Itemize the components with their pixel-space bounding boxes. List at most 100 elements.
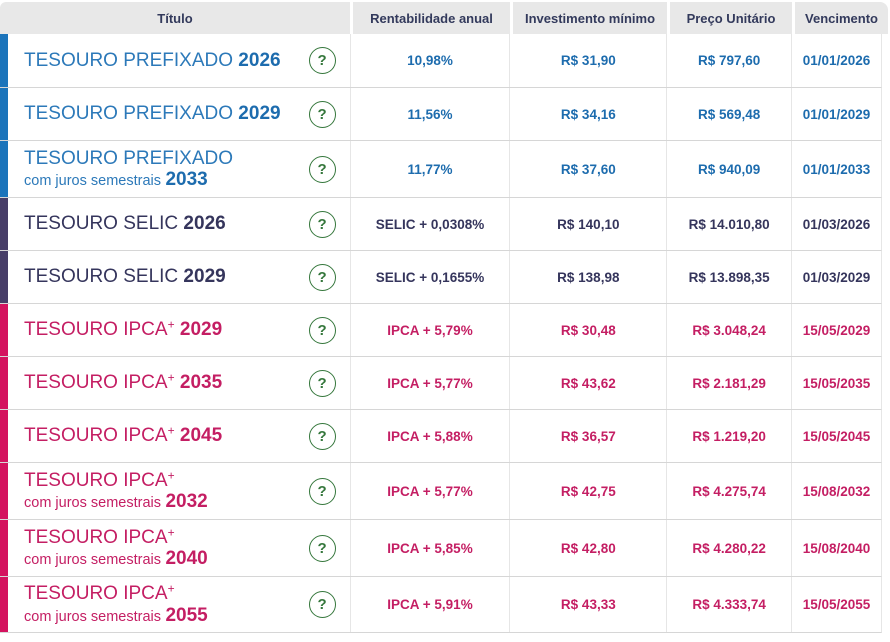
bond-maturity: 01/01/2026 bbox=[791, 34, 881, 87]
bond-year: 2029 bbox=[178, 266, 226, 288]
bond-rate: IPCA + 5,77% bbox=[349, 463, 510, 519]
bond-table-body: TESOURO PREFIXADO 2026 ? 10,98% R$ 31,90… bbox=[0, 34, 882, 633]
help-button[interactable]: ? bbox=[308, 591, 336, 618]
bond-subtitle: com juros semestrais bbox=[24, 173, 161, 189]
bond-color-bar bbox=[0, 88, 8, 140]
bond-row[interactable]: TESOURO IPCA+ 2045 ? IPCA + 5,88% R$ 36,… bbox=[0, 409, 882, 462]
bond-title: TESOURO IPCA+ com juros semestrais 2040 bbox=[24, 525, 208, 570]
bond-title: TESOURO IPCA+ 2035 bbox=[24, 372, 222, 393]
question-mark-icon: ? bbox=[317, 321, 327, 339]
bond-name: TESOURO IPCA bbox=[24, 425, 168, 447]
question-mark-icon: ? bbox=[317, 374, 327, 392]
help-button[interactable]: ? bbox=[308, 316, 336, 344]
bond-unit-price: R$ 4.280,22 bbox=[666, 520, 791, 576]
question-mark-icon: ? bbox=[317, 482, 327, 500]
column-header-investimento: Investimento mínimo bbox=[510, 2, 667, 34]
bond-subtitle: com juros semestrais bbox=[24, 495, 161, 511]
bond-year: 2055 bbox=[165, 604, 208, 626]
bond-year: 2026 bbox=[178, 213, 226, 235]
column-header-rentabilidade: Rentabilidade anual bbox=[350, 2, 510, 34]
bond-name-sup: + bbox=[167, 525, 175, 540]
column-header-vencimento: Vencimento bbox=[792, 2, 888, 34]
help-button[interactable]: ? bbox=[308, 47, 336, 74]
help-button[interactable]: ? bbox=[308, 100, 336, 128]
bond-rate: IPCA + 5,77% bbox=[349, 357, 510, 409]
help-button[interactable]: ? bbox=[308, 263, 336, 291]
question-mark-icon: ? bbox=[317, 215, 327, 233]
bond-rate: SELIC + 0,1655% bbox=[349, 251, 510, 303]
bond-title: TESOURO IPCA+ com juros semestrais 2055 bbox=[24, 583, 208, 626]
bond-title-cell: TESOURO SELIC 2026 ? bbox=[0, 198, 350, 250]
bond-row[interactable]: TESOURO IPCA+ 2035 ? IPCA + 5,77% R$ 43,… bbox=[0, 356, 882, 409]
help-button[interactable]: ? bbox=[308, 534, 336, 562]
bond-unit-price: R$ 4.275,74 bbox=[666, 463, 791, 519]
question-mark-icon: ? bbox=[317, 268, 327, 286]
bond-rate: IPCA + 5,79% bbox=[349, 304, 510, 356]
bond-year: 2040 bbox=[165, 548, 208, 569]
bond-maturity: 15/05/2045 bbox=[791, 410, 881, 462]
bond-row[interactable]: TESOURO PREFIXADO 2026 ? 10,98% R$ 31,90… bbox=[0, 34, 882, 87]
bond-rate: IPCA + 5,85% bbox=[349, 520, 510, 576]
table-header: Título Rentabilidade anual Investimento … bbox=[0, 2, 890, 34]
bond-title: TESOURO SELIC 2029 bbox=[24, 266, 226, 287]
bond-row[interactable]: TESOURO IPCA+ com juros semestrais 2040 … bbox=[0, 519, 882, 576]
question-mark-icon: ? bbox=[317, 105, 327, 123]
bond-name-sup: + bbox=[167, 581, 175, 596]
question-mark-icon: ? bbox=[317, 52, 327, 69]
bond-title-cell: TESOURO PREFIXADO 2029 ? bbox=[0, 88, 350, 140]
bond-title: TESOURO IPCA+ 2045 bbox=[24, 425, 222, 446]
bond-name-sup: + bbox=[167, 468, 175, 483]
help-button[interactable]: ? bbox=[308, 422, 336, 450]
bond-name: TESOURO IPCA bbox=[24, 583, 168, 605]
bond-min-investment: R$ 42,80 bbox=[509, 520, 666, 576]
bond-min-investment: R$ 30,48 bbox=[509, 304, 666, 356]
bond-min-investment: R$ 43,62 bbox=[509, 357, 666, 409]
question-mark-icon: ? bbox=[317, 539, 327, 557]
bond-unit-price: R$ 2.181,29 bbox=[666, 357, 791, 409]
bond-year: 2026 bbox=[233, 49, 281, 71]
bond-row[interactable]: TESOURO IPCA+ com juros semestrais 2055 … bbox=[0, 576, 882, 633]
bond-row[interactable]: TESOURO SELIC 2029 ? SELIC + 0,1655% R$ … bbox=[0, 250, 882, 303]
bond-name: TESOURO SELIC bbox=[24, 213, 179, 235]
bond-year: 2035 bbox=[174, 372, 223, 394]
bond-color-bar bbox=[0, 34, 8, 87]
bond-color-bar bbox=[0, 141, 8, 197]
bond-title-cell: TESOURO IPCA+ 2045 ? bbox=[0, 410, 350, 462]
bond-rate: 11,77% bbox=[349, 141, 510, 197]
bond-title-cell: TESOURO IPCA+ 2029 ? bbox=[0, 304, 350, 356]
bond-year: 2029 bbox=[233, 103, 281, 125]
bond-row[interactable]: TESOURO SELIC 2026 ? SELIC + 0,0308% R$ … bbox=[0, 197, 882, 250]
bond-maturity: 01/03/2029 bbox=[791, 251, 881, 303]
help-button[interactable]: ? bbox=[308, 210, 336, 238]
bond-maturity: 15/08/2040 bbox=[791, 520, 881, 576]
bond-color-bar bbox=[0, 520, 8, 576]
column-header-preco: Preço Unitário bbox=[667, 2, 792, 34]
bond-color-bar bbox=[0, 304, 8, 356]
bond-name: TESOURO SELIC bbox=[24, 266, 179, 288]
bond-min-investment: R$ 43,33 bbox=[509, 577, 666, 632]
bond-title-cell: TESOURO SELIC 2029 ? bbox=[0, 251, 350, 303]
bond-title: TESOURO IPCA+ com juros semestrais 2032 bbox=[24, 468, 208, 513]
bond-year: 2045 bbox=[174, 425, 223, 447]
bond-row[interactable]: TESOURO PREFIXADO 2029 ? 11,56% R$ 34,16… bbox=[0, 87, 882, 140]
help-button[interactable]: ? bbox=[308, 155, 336, 183]
bond-row[interactable]: TESOURO IPCA+ com juros semestrais 2032 … bbox=[0, 462, 882, 519]
bond-rate: IPCA + 5,91% bbox=[349, 577, 510, 632]
help-button[interactable]: ? bbox=[308, 477, 336, 505]
bond-title: TESOURO SELIC 2026 bbox=[24, 213, 226, 234]
question-mark-icon: ? bbox=[317, 427, 327, 445]
bond-name: TESOURO PREFIXADO bbox=[24, 147, 234, 169]
bond-unit-price: R$ 3.048,24 bbox=[666, 304, 791, 356]
bond-title: TESOURO PREFIXADO com juros semestrais 2… bbox=[24, 148, 233, 191]
help-button[interactable]: ? bbox=[308, 369, 336, 397]
bond-maturity: 01/01/2029 bbox=[791, 88, 881, 140]
bond-row[interactable]: TESOURO PREFIXADO com juros semestrais 2… bbox=[0, 140, 882, 197]
question-mark-icon: ? bbox=[317, 160, 327, 178]
bond-year: 2033 bbox=[165, 169, 208, 190]
bond-color-bar bbox=[0, 463, 8, 519]
bond-row[interactable]: TESOURO IPCA+ 2029 ? IPCA + 5,79% R$ 30,… bbox=[0, 303, 882, 356]
bond-rate: 10,98% bbox=[349, 34, 510, 87]
bond-name-sup: + bbox=[167, 424, 175, 439]
bond-unit-price: R$ 4.333,74 bbox=[666, 577, 791, 632]
